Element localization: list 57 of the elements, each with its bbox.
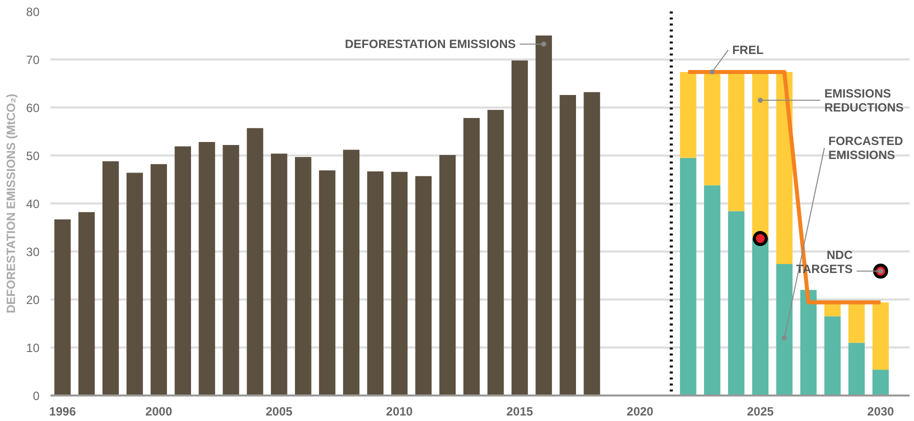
bar: [824, 316, 841, 396]
bar: [54, 219, 71, 396]
x-tick-label: 2005: [266, 404, 293, 418]
bar: [512, 60, 528, 396]
bar: [872, 302, 889, 370]
y-tick-label: 80: [26, 5, 40, 19]
x-tick-label: 2015: [506, 404, 534, 418]
y-tick-label: 10: [26, 341, 40, 355]
bar: [222, 144, 240, 396]
bar: [391, 172, 408, 396]
x-tick-label: 2000: [145, 404, 172, 418]
y-tick-label: 70: [26, 53, 40, 67]
bar: [680, 72, 696, 158]
bar: [415, 176, 432, 396]
bar: [294, 156, 312, 396]
bar: [319, 170, 336, 396]
y-tick-label: 40: [26, 197, 40, 211]
annotation: FREL: [732, 42, 764, 57]
bar: [487, 110, 504, 396]
y-tick-label: 50: [26, 149, 40, 163]
bar: [126, 172, 143, 396]
bar: [848, 302, 865, 343]
bar: [560, 95, 576, 396]
bar: [680, 158, 696, 396]
x-tick-label: 2030: [867, 404, 894, 418]
bar: [150, 164, 167, 396]
annotation: FORCASTED EMISSIONS: [828, 134, 904, 162]
y-tick-label: 30: [26, 245, 40, 259]
annotation: DEFORESTATION EMISSIONS: [344, 37, 516, 52]
bar: [343, 150, 360, 396]
y-tick-label: 0: [32, 389, 40, 403]
x-tick-label: 2025: [746, 404, 774, 418]
x-tick-label: 2010: [386, 404, 414, 418]
bar: [463, 118, 480, 396]
bar: [584, 92, 600, 396]
bar: [270, 154, 288, 396]
bar: [872, 370, 889, 396]
x-tick-label: 1996: [49, 404, 76, 418]
bar: [102, 161, 119, 396]
bar: [78, 212, 95, 396]
bar: [752, 238, 768, 396]
bar: [174, 146, 192, 396]
x-tick-label: 2020: [626, 404, 654, 418]
bar: [800, 290, 817, 396]
bar: [728, 211, 744, 396]
bar: [367, 171, 384, 396]
bar: [776, 264, 793, 396]
bar: [848, 342, 865, 396]
y-axis-title: DEFORESTATION EMISSIONS (MtCO₂): [4, 94, 18, 314]
bar: [198, 142, 216, 396]
bar: [439, 155, 456, 396]
annotation: EMISSIONS REDUCTIONS: [824, 86, 904, 114]
y-tick-label: 60: [26, 101, 40, 115]
bar: [536, 36, 552, 396]
y-tick-label: 20: [26, 293, 40, 307]
bar: [246, 128, 264, 396]
bar: [704, 185, 720, 396]
